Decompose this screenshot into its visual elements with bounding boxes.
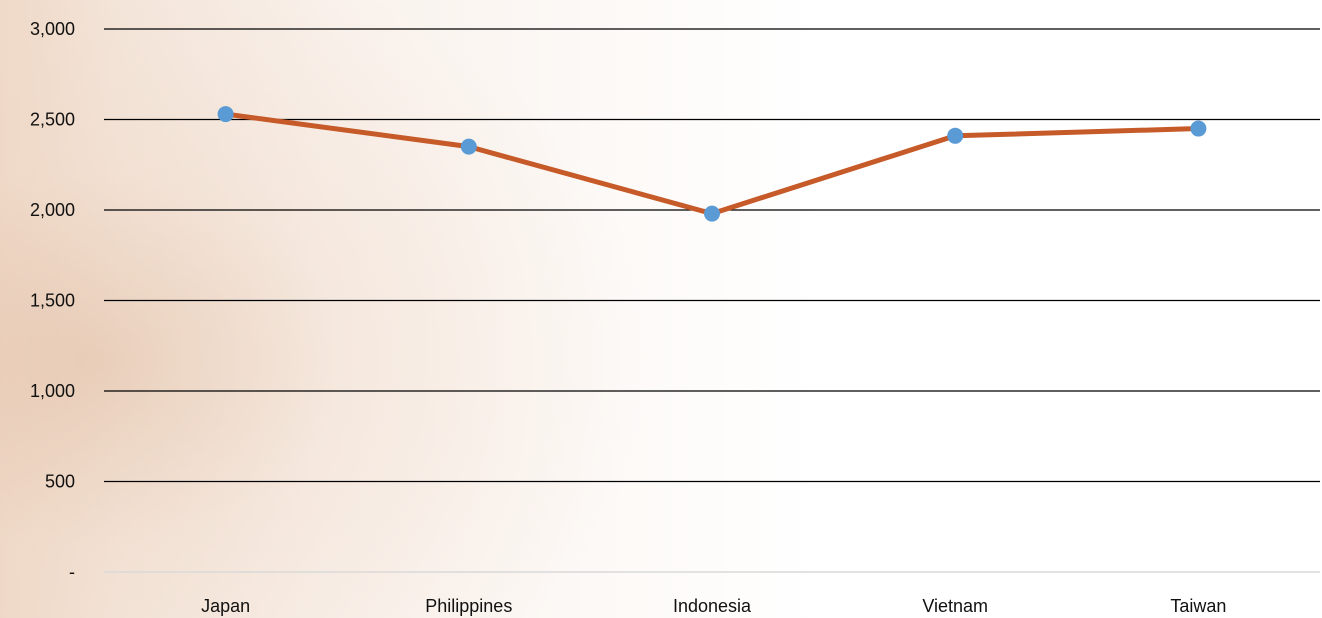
- data-point-marker: [460, 138, 477, 155]
- y-tick-label: 1,000: [30, 381, 75, 401]
- series-line: [223, 111, 1201, 217]
- y-tick-label: 1,500: [30, 291, 75, 311]
- data-point-marker: [947, 127, 964, 144]
- y-tick-label: 500: [45, 472, 75, 492]
- y-tick-label: 3,000: [30, 19, 75, 39]
- x-category-label: Philippines: [425, 596, 512, 616]
- y-tick-label: 2,500: [30, 110, 75, 130]
- series-markers: [217, 106, 1207, 222]
- y-tick-label: 2,000: [30, 200, 75, 220]
- x-category-label: Indonesia: [673, 596, 752, 616]
- x-category-label: Japan: [201, 596, 250, 616]
- x-category-label: Vietnam: [922, 596, 988, 616]
- data-point-marker: [217, 106, 234, 123]
- data-point-marker: [704, 205, 720, 222]
- series-line: [223, 111, 1201, 217]
- x-axis-category-labels: Japan Philippines Indonesia Vietnam Taiwan: [201, 596, 1226, 616]
- y-tick-label: -: [69, 562, 75, 582]
- data-point-marker: [1190, 120, 1207, 137]
- x-category-label: Taiwan: [1170, 596, 1226, 616]
- gridlines: [104, 28, 1320, 573]
- y-axis-tick-labels: - 500 1,000 1,500 2,000 2,500 3,000: [30, 19, 75, 582]
